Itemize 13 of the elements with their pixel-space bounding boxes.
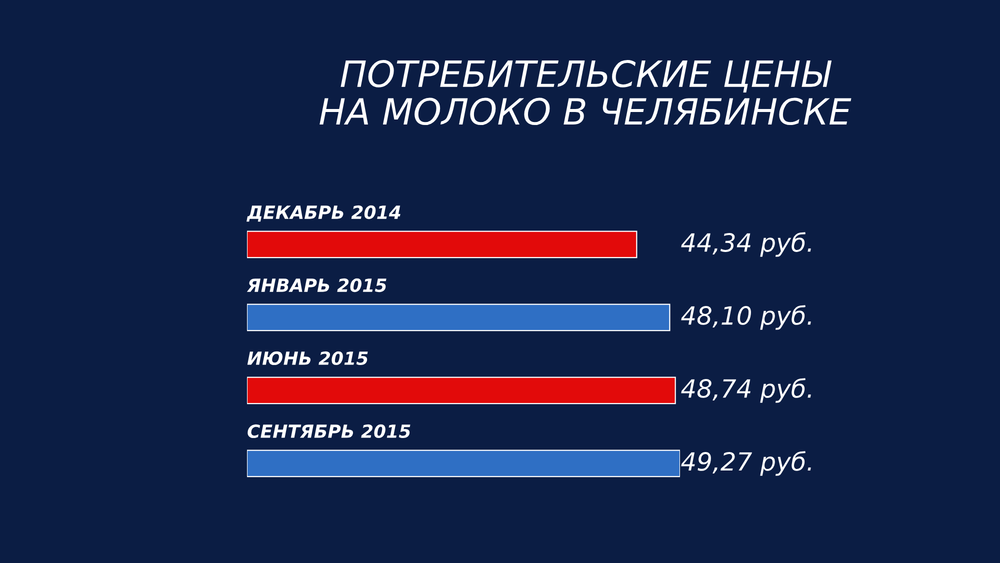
bar (247, 230, 638, 258)
y-tick-label: ЯНВАРЬ 2015 (246, 278, 386, 292)
bar (247, 376, 676, 404)
data-label: 48,74 руб. (681, 378, 811, 403)
y-tick-label: ИЮНЬ 2015 (247, 351, 368, 366)
bar (247, 304, 670, 332)
data-label: 48,10 руб. (681, 305, 811, 330)
data-label: 44,34 руб. (681, 232, 811, 257)
bar (247, 450, 680, 478)
y-tick-label: ДЕКАБРЬ 2014 (246, 205, 400, 222)
chart-title: ПОТРЕБИТЕЛЬСКИЕ ЦЕНЫ НА МОЛОКО В ЧЕЛЯБИНСКЕ (320, 60, 852, 126)
y-tick-label: СЕНТЯБРЬ 2015 (248, 424, 410, 438)
data-label: 49,27 руб. (681, 451, 811, 476)
